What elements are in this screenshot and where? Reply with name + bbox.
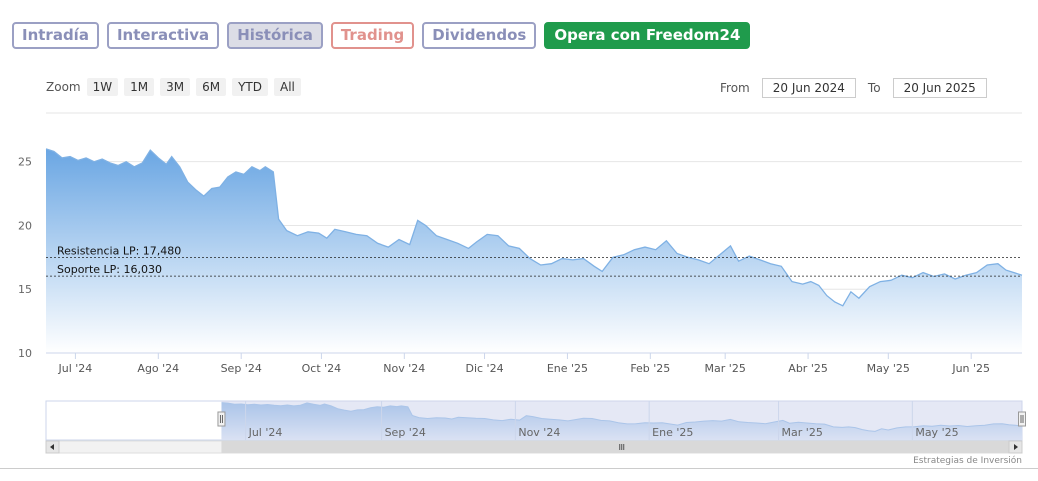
x-tick-label: Ene '25 bbox=[547, 362, 588, 375]
freedom24-cta-button[interactable]: Opera con Freedom24 bbox=[544, 22, 751, 49]
navigator-tick-label: Nov '24 bbox=[518, 426, 560, 439]
tab-bar: Intradía Interactiva Histórica Trading D… bbox=[12, 22, 751, 49]
y-tick-label: 15 bbox=[18, 283, 32, 296]
navigator-selection[interactable] bbox=[221, 401, 1022, 440]
tab-interactiva[interactable]: Interactiva bbox=[106, 22, 220, 49]
tab-trading[interactable]: Trading bbox=[330, 22, 415, 49]
navigator-right-handle[interactable] bbox=[1018, 411, 1026, 427]
to-label: To bbox=[867, 81, 881, 95]
x-tick-label: Jul '24 bbox=[58, 362, 93, 375]
x-tick-label: Feb '25 bbox=[630, 362, 670, 375]
navigator-tick-label: Ene '25 bbox=[652, 426, 693, 439]
price-area bbox=[46, 148, 1022, 353]
x-tick-label: Jun '25 bbox=[951, 362, 990, 375]
support-resistance-lines: Resistencia LP: 17,480 Soporte LP: 16,030 bbox=[46, 245, 1022, 277]
to-date-input[interactable]: 20 Jun 2025 bbox=[892, 78, 987, 98]
x-tick-label: Nov '24 bbox=[383, 362, 425, 375]
footer-divider bbox=[0, 468, 1038, 469]
x-tick-label: Mar '25 bbox=[705, 362, 746, 375]
navigator-left-handle[interactable] bbox=[217, 411, 226, 427]
zoom-ytd-button[interactable]: YTD bbox=[232, 78, 268, 96]
support-label: Soporte LP: 16,030 bbox=[57, 263, 162, 276]
zoom-bar: Zoom 1W 1M 3M 6M YTD All bbox=[46, 78, 301, 96]
x-tick-label: Dic '24 bbox=[465, 362, 503, 375]
zoom-label: Zoom bbox=[46, 80, 81, 94]
date-range: From 20 Jun 2024 To 20 Jun 2025 bbox=[720, 78, 999, 98]
zoom-1m-button[interactable]: 1M bbox=[124, 78, 155, 96]
scroll-left-arrow[interactable] bbox=[45, 440, 60, 454]
navigator[interactable]: Jul '24 Sep '24 Nov '24 Ene '25 Mar '25 May '… bbox=[45, 400, 1026, 454]
tab-dividendos[interactable]: Dividendos bbox=[422, 22, 537, 49]
price-line bbox=[45, 148, 1023, 307]
navigator-tick-label: Mar '25 bbox=[782, 426, 823, 439]
x-tick-label: Sep '24 bbox=[221, 362, 262, 375]
from-date-input[interactable]: 20 Jun 2024 bbox=[761, 78, 856, 98]
x-tick-label: May '25 bbox=[867, 362, 910, 375]
scrollbar-grip-icon bbox=[619, 444, 625, 450]
from-label: From bbox=[720, 81, 750, 95]
tab-historica[interactable]: Histórica bbox=[227, 22, 323, 49]
scroll-right-arrow[interactable] bbox=[1008, 440, 1023, 454]
chart-credit: Estrategias de Inversión bbox=[913, 456, 1022, 466]
navigator-tick-label: Jul '24 bbox=[248, 426, 283, 439]
y-axis: 10 15 20 25 bbox=[18, 156, 32, 360]
tab-intradia[interactable]: Intradía bbox=[12, 22, 99, 49]
y-tick-label: 20 bbox=[18, 219, 32, 232]
zoom-all-button[interactable]: All bbox=[274, 78, 301, 96]
y-tick-label: 10 bbox=[18, 347, 32, 360]
y-tick-label: 25 bbox=[18, 156, 32, 169]
x-axis: Jul '24 Ago '24 Sep '24 Oct '24 Nov '24 Dic '… bbox=[58, 353, 990, 375]
x-tick-label: Abr '25 bbox=[788, 362, 828, 375]
zoom-3m-button[interactable]: 3M bbox=[160, 78, 191, 96]
navigator-tick-label: May '25 bbox=[915, 426, 958, 439]
resistance-label: Resistencia LP: 17,480 bbox=[57, 245, 181, 258]
zoom-6m-button[interactable]: 6M bbox=[196, 78, 227, 96]
zoom-1w-button[interactable]: 1W bbox=[86, 78, 119, 96]
x-tick-label: Ago '24 bbox=[137, 362, 179, 375]
x-tick-label: Oct '24 bbox=[302, 362, 342, 375]
navigator-tick-label: Sep '24 bbox=[385, 426, 426, 439]
